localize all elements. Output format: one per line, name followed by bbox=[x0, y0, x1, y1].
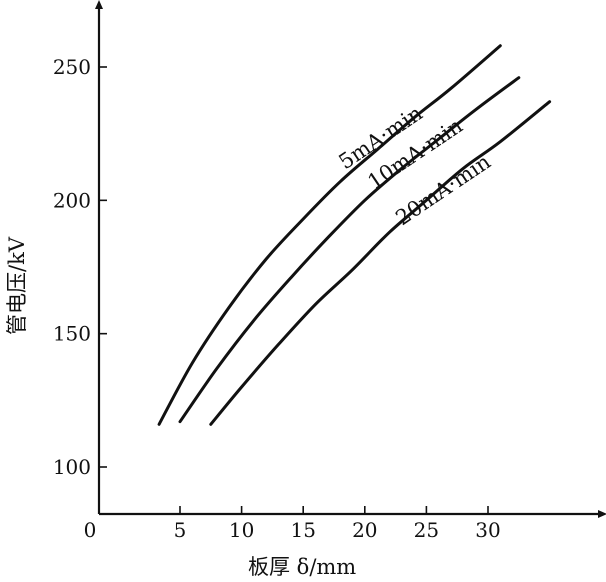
x-tick-label: 10 bbox=[229, 518, 254, 542]
y-ticks: 100 150 200 250 bbox=[53, 55, 107, 479]
y-tick-label: 200 bbox=[53, 188, 91, 212]
x-tick-label: 0 bbox=[84, 518, 97, 542]
x-tick-label: 20 bbox=[352, 518, 377, 542]
series-line bbox=[209, 100, 552, 426]
y-axis-title: 管电压/kV bbox=[5, 236, 29, 335]
x-ticks: 0 5 10 15 20 25 30 bbox=[84, 506, 501, 542]
y-tick-label: 100 bbox=[53, 455, 91, 479]
y-tick-label: 250 bbox=[53, 55, 91, 79]
x-tick-label: 5 bbox=[174, 518, 187, 542]
axes bbox=[95, 0, 606, 518]
y-tick-label: 150 bbox=[53, 322, 91, 346]
series-line bbox=[157, 44, 502, 426]
x-tick-label: 25 bbox=[414, 518, 439, 542]
x-tick-label: 15 bbox=[290, 518, 315, 542]
series-line bbox=[178, 76, 521, 424]
x-axis-title: 板厚 δ/mm bbox=[248, 555, 356, 579]
x-tick-label: 30 bbox=[475, 518, 500, 542]
